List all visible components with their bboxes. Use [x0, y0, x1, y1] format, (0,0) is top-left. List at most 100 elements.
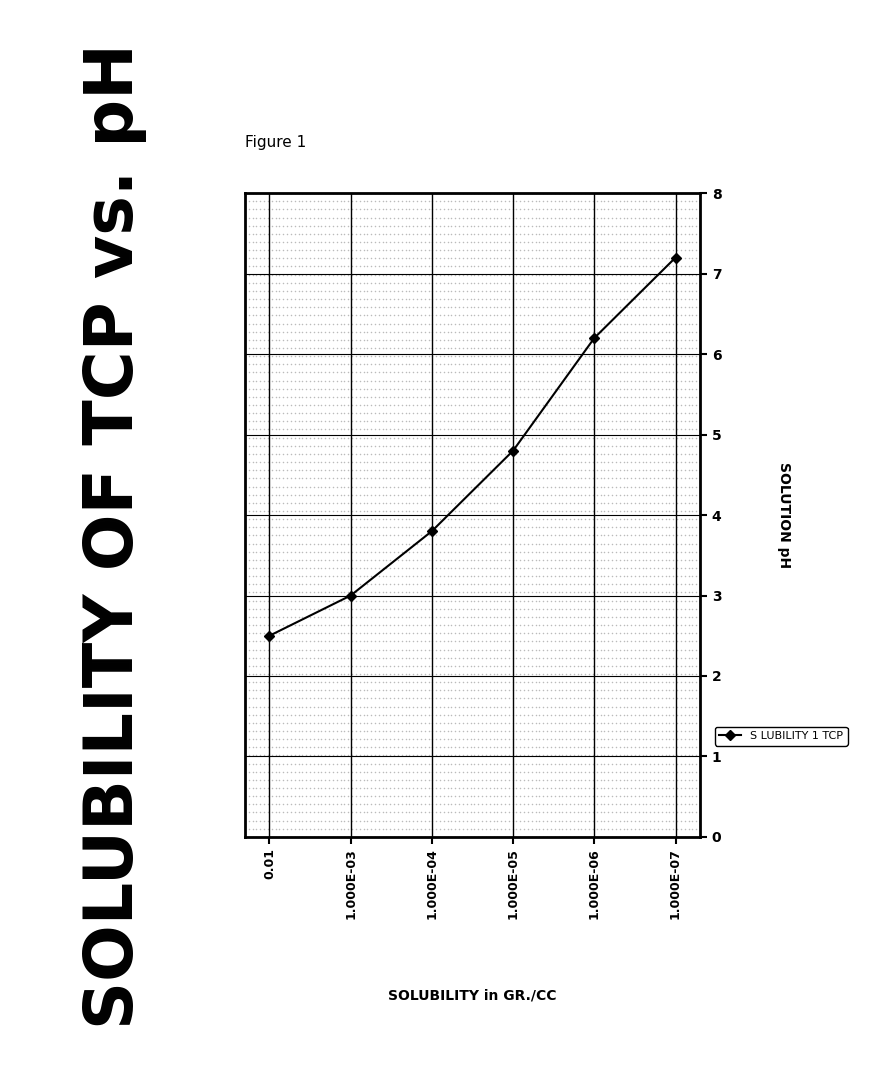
Point — [280, 518, 294, 535]
Point — [353, 755, 367, 773]
Point — [238, 641, 252, 658]
Point — [341, 633, 355, 650]
Point — [586, 788, 600, 805]
Point — [387, 608, 401, 626]
Point — [318, 225, 332, 242]
Point — [314, 658, 328, 675]
Point — [659, 355, 673, 372]
Point — [648, 209, 662, 226]
Point — [372, 624, 386, 642]
Point — [307, 396, 321, 413]
Point — [514, 405, 528, 422]
Point — [444, 291, 458, 308]
Point — [253, 559, 267, 576]
Point — [272, 552, 286, 569]
Point — [356, 396, 370, 413]
Point — [682, 217, 696, 234]
Point — [666, 380, 680, 397]
Point — [380, 658, 394, 675]
Point — [257, 568, 271, 585]
Point — [479, 380, 493, 397]
Point — [272, 275, 286, 292]
Point — [559, 502, 573, 519]
Point — [437, 355, 451, 372]
Point — [532, 355, 546, 372]
Point — [341, 225, 355, 242]
Point — [417, 584, 431, 601]
Point — [475, 779, 489, 796]
Point — [651, 225, 665, 242]
Point — [494, 348, 508, 365]
Point — [437, 437, 451, 454]
Point — [559, 828, 573, 846]
Point — [582, 315, 596, 333]
Point — [479, 258, 493, 275]
Point — [269, 658, 283, 675]
Point — [296, 592, 310, 609]
Point — [517, 796, 531, 813]
Point — [502, 771, 516, 789]
Point — [628, 788, 642, 805]
Point — [605, 788, 619, 805]
Point — [682, 502, 696, 519]
Point — [422, 348, 436, 365]
Point — [326, 258, 340, 275]
Point — [528, 722, 542, 739]
Point — [536, 576, 550, 593]
Point — [429, 731, 443, 748]
Point — [514, 592, 528, 609]
Point — [544, 421, 558, 438]
Point — [601, 209, 615, 226]
Point — [406, 608, 420, 626]
Point — [399, 185, 413, 202]
Point — [475, 828, 489, 846]
Point — [406, 747, 420, 764]
Point — [620, 486, 634, 503]
Point — [517, 511, 531, 528]
Point — [303, 706, 317, 723]
Point — [375, 576, 389, 593]
Point — [670, 584, 684, 601]
Point — [502, 828, 516, 846]
Point — [364, 291, 378, 308]
Point — [528, 209, 542, 226]
Point — [567, 332, 581, 349]
Point — [257, 527, 271, 544]
Point — [257, 291, 271, 308]
Point — [395, 641, 409, 658]
Point — [598, 665, 612, 682]
Point — [648, 763, 662, 780]
Point — [422, 820, 436, 837]
Point — [502, 388, 516, 406]
Point — [479, 454, 493, 471]
Point — [575, 217, 589, 234]
Point — [654, 608, 668, 626]
Point — [635, 608, 649, 626]
Point — [299, 649, 313, 666]
Point — [288, 388, 302, 406]
Point — [380, 461, 394, 479]
Point — [314, 738, 328, 755]
Point — [395, 405, 409, 422]
Point — [437, 715, 451, 732]
Point — [617, 348, 631, 365]
Point — [368, 437, 382, 454]
Point — [570, 788, 584, 805]
Point — [368, 552, 382, 569]
Point — [654, 258, 668, 275]
Point — [506, 697, 520, 715]
Point — [326, 437, 340, 454]
Point — [532, 665, 546, 682]
Point — [238, 461, 252, 479]
Point — [536, 763, 550, 780]
Point — [341, 706, 355, 723]
Point — [333, 225, 347, 242]
Point — [517, 812, 531, 829]
Point — [291, 234, 305, 251]
Point — [682, 266, 696, 283]
Point — [532, 185, 546, 202]
Point — [425, 624, 439, 642]
Point — [399, 275, 413, 292]
Point — [635, 355, 649, 372]
Point — [643, 828, 657, 846]
